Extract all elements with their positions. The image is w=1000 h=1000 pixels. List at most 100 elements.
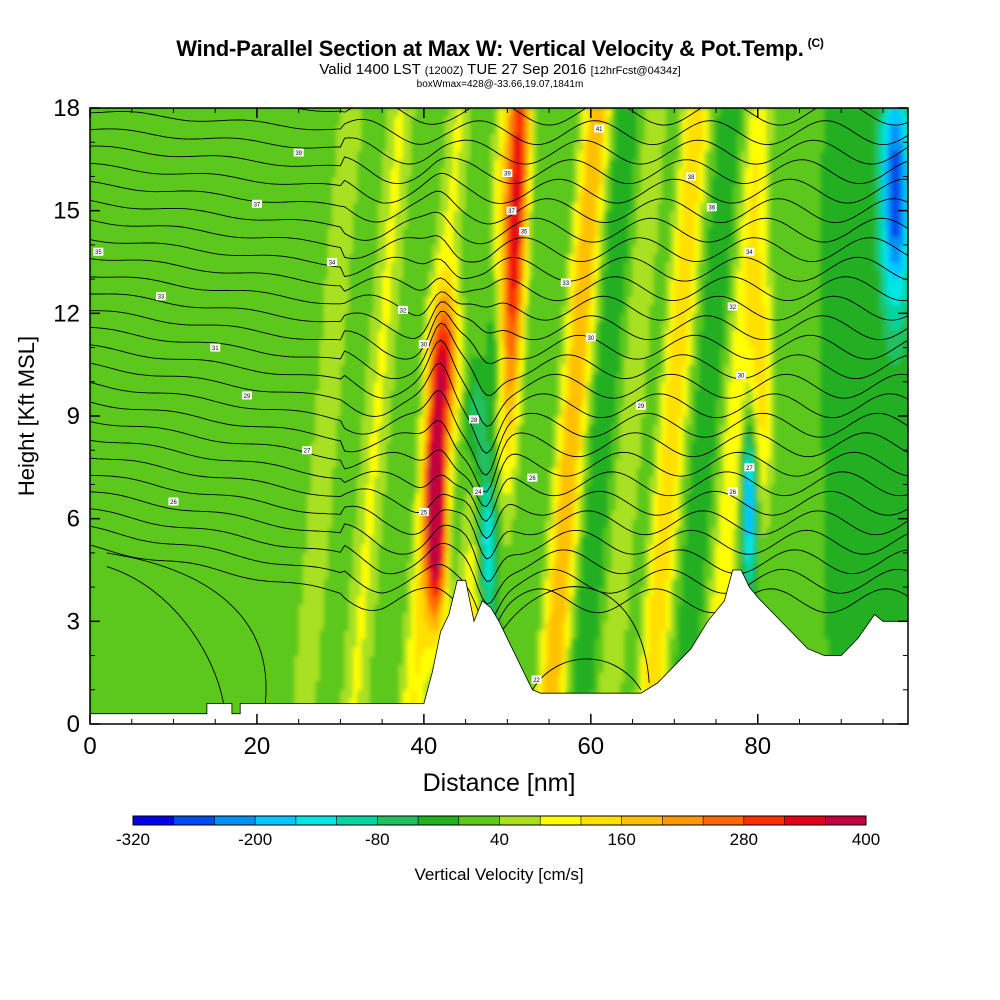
field-cell xyxy=(315,381,321,391)
field-cell xyxy=(190,167,195,178)
field-cell xyxy=(327,364,333,374)
field-cell xyxy=(252,416,258,426)
field-cell xyxy=(244,253,250,263)
field-cell xyxy=(256,210,262,220)
field-cell xyxy=(269,441,275,451)
field-cell xyxy=(261,484,266,494)
field-cell xyxy=(98,347,104,357)
field-cell xyxy=(377,578,383,588)
field-cell xyxy=(361,133,367,143)
field-cell xyxy=(148,450,154,460)
field-cell xyxy=(156,612,162,622)
field-cell xyxy=(302,450,308,460)
field-cell xyxy=(340,424,346,434)
field-cell xyxy=(110,210,116,220)
field-cell xyxy=(252,321,258,332)
field-cell xyxy=(198,672,204,682)
field-cell xyxy=(269,638,275,648)
field-cell xyxy=(90,561,95,571)
field-cell xyxy=(302,202,308,212)
field-cell xyxy=(94,681,99,691)
field-cell xyxy=(177,407,183,417)
field-cell xyxy=(294,424,300,434)
field-cell xyxy=(307,535,312,545)
field-cell xyxy=(160,621,166,631)
field-cell xyxy=(106,681,112,691)
field-cell xyxy=(286,698,291,708)
field-cell xyxy=(165,672,170,682)
field-cell xyxy=(231,587,237,597)
field-cell xyxy=(211,458,216,468)
field-cell xyxy=(206,398,212,409)
field-cell xyxy=(156,321,162,332)
field-cell xyxy=(223,638,229,648)
field-cell xyxy=(227,604,233,614)
field-cell xyxy=(90,698,95,708)
field-cell xyxy=(144,364,150,374)
field-cell xyxy=(148,304,154,314)
field-cell xyxy=(311,176,316,186)
field-cell xyxy=(98,356,104,366)
field-cell xyxy=(290,407,296,417)
field-cell xyxy=(332,535,337,545)
field-cell xyxy=(211,424,216,434)
field-cell xyxy=(110,330,116,340)
field-cell xyxy=(319,296,325,306)
field-cell xyxy=(206,202,212,212)
field-cell xyxy=(240,262,246,272)
field-cell xyxy=(227,441,233,451)
field-cell xyxy=(152,655,158,665)
field-cell xyxy=(302,527,308,537)
field-cell xyxy=(156,458,162,468)
field-cell xyxy=(135,373,141,383)
field-cell xyxy=(106,227,112,237)
field-cell xyxy=(357,416,362,426)
field-cell xyxy=(231,689,237,699)
field-cell xyxy=(277,604,283,614)
field-cell xyxy=(307,193,312,203)
field-cell xyxy=(248,689,254,699)
field-cell xyxy=(244,296,250,306)
field-cell xyxy=(106,561,112,571)
field-cell xyxy=(131,219,137,229)
field-cell xyxy=(202,304,208,314)
field-cell xyxy=(294,176,300,186)
field-cell xyxy=(215,279,220,289)
field-cell xyxy=(90,381,95,391)
field-cell xyxy=(211,321,216,332)
field-cell xyxy=(160,321,166,332)
field-cell xyxy=(140,219,145,229)
field-cell xyxy=(327,664,333,674)
field-cell xyxy=(173,595,179,605)
field-cell xyxy=(185,167,191,178)
field-cell xyxy=(361,339,367,349)
field-cell xyxy=(319,561,325,571)
field-cell xyxy=(223,612,229,622)
field-cell xyxy=(110,535,116,545)
field-cell xyxy=(336,296,341,306)
field-cell xyxy=(244,236,250,246)
field-cell xyxy=(286,638,291,648)
field-cell xyxy=(219,493,225,503)
field-cell xyxy=(90,244,95,255)
field-cell xyxy=(344,159,350,169)
field-cell xyxy=(298,544,304,554)
field-cell xyxy=(181,407,187,417)
field-cell xyxy=(261,364,266,374)
field-cell xyxy=(169,381,175,391)
field-cell xyxy=(286,621,291,631)
field-cell xyxy=(206,364,212,374)
field-cell xyxy=(98,552,104,563)
field-cell xyxy=(135,518,141,528)
field-cell xyxy=(198,279,204,289)
field-cell xyxy=(373,227,379,237)
field-cell xyxy=(156,262,162,272)
field-cell xyxy=(361,236,367,246)
field-cell xyxy=(190,475,195,486)
field-cell xyxy=(215,433,220,443)
field-cell xyxy=(265,262,271,272)
field-cell xyxy=(311,689,316,699)
field-cell xyxy=(369,356,375,366)
field-cell xyxy=(269,125,275,135)
field-cell xyxy=(332,202,337,212)
